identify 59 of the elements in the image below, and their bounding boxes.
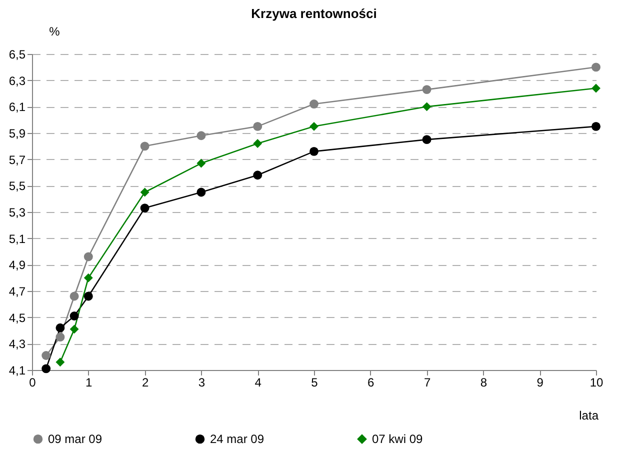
point — [196, 158, 206, 168]
point — [42, 364, 51, 374]
y-tick-label: 6,5 — [8, 48, 26, 62]
point — [84, 273, 93, 282]
point — [56, 332, 65, 342]
x-tick-label: 10 — [590, 376, 604, 390]
y-axis-title: % — [49, 24, 60, 38]
point — [422, 135, 432, 144]
point — [140, 204, 150, 213]
x-tick-label: 9 — [536, 376, 544, 390]
point — [140, 188, 150, 197]
y-tick-label: 6,1 — [8, 100, 26, 114]
point — [56, 358, 65, 367]
point — [422, 102, 432, 112]
point — [70, 312, 79, 320]
point — [56, 323, 65, 332]
x-axis-title: lata — [579, 408, 599, 422]
x-tick-label: 3 — [198, 376, 206, 390]
y-tick-label: 4,1 — [8, 364, 26, 378]
point — [84, 292, 93, 301]
x-tick-label: 7 — [424, 376, 431, 390]
y-tick-label: 5,1 — [8, 232, 26, 246]
y-tick-label: 6,3 — [8, 74, 26, 88]
x-tick-label: 6 — [368, 376, 375, 390]
y-tick-label: 4,9 — [8, 258, 26, 272]
legend-label: 09 mar 09 — [48, 432, 102, 446]
x-tick-label: 8 — [480, 376, 488, 390]
legend-label: 24 mar 09 — [210, 432, 264, 446]
point — [140, 142, 150, 151]
point — [70, 292, 79, 301]
point — [310, 146, 318, 156]
point — [84, 252, 93, 262]
point — [422, 85, 432, 94]
point — [196, 131, 206, 140]
y-tick-label: 5,5 — [8, 179, 26, 194]
point — [592, 62, 600, 72]
point — [310, 100, 318, 108]
point — [42, 351, 51, 360]
point — [592, 84, 600, 93]
point — [310, 122, 318, 131]
point — [253, 170, 262, 180]
legend-label: 07 kwi 09 — [372, 432, 424, 446]
point — [592, 122, 600, 131]
point — [196, 188, 206, 197]
y-tick-label: 4,5 — [8, 310, 26, 325]
y-tick-label: 4,7 — [8, 284, 26, 298]
point — [253, 139, 262, 148]
y-tick-label: 4,3 — [8, 337, 26, 352]
y-tick-label: 5,9 — [8, 126, 26, 140]
x-tick-label: 4 — [254, 376, 262, 390]
y-tick-label: 5,7 — [8, 152, 26, 167]
point — [70, 324, 79, 334]
point — [253, 122, 262, 131]
x-tick-label: 2 — [142, 376, 149, 390]
x-tick-label: 0 — [29, 376, 36, 390]
x-tick-label: 5 — [311, 376, 318, 390]
x-tick-label: 1 — [86, 376, 93, 390]
y-tick-label: 5,3 — [8, 206, 26, 220]
chart-title: Krzywa rentowności — [251, 6, 377, 21]
